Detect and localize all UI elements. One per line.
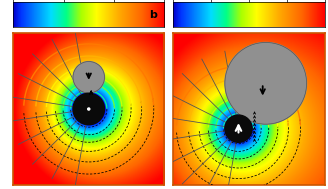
Circle shape — [225, 43, 307, 124]
Circle shape — [73, 62, 105, 93]
Circle shape — [225, 115, 252, 142]
Text: b: b — [149, 10, 157, 20]
Circle shape — [237, 128, 239, 130]
Circle shape — [73, 93, 105, 125]
Circle shape — [88, 108, 90, 110]
